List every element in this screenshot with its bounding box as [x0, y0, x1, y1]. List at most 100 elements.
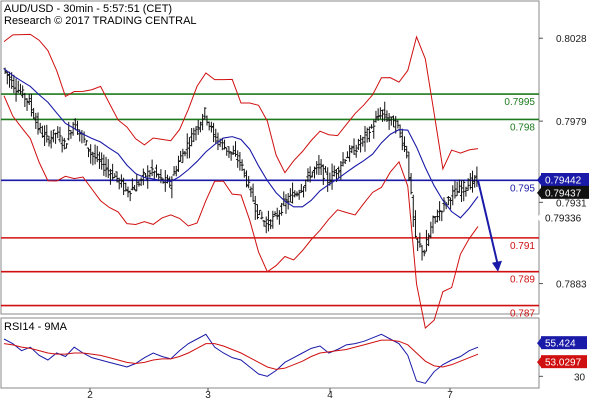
candle	[168, 176, 172, 188]
candle	[7, 71, 12, 88]
candle	[402, 136, 407, 153]
candle	[431, 215, 435, 234]
candle	[179, 150, 183, 162]
candle	[51, 129, 55, 143]
candle	[470, 170, 475, 193]
candle	[407, 151, 411, 182]
candle	[45, 124, 49, 143]
candle	[464, 186, 468, 197]
candle	[249, 186, 253, 198]
candle	[229, 151, 233, 161]
candle	[440, 210, 444, 222]
candle	[315, 161, 319, 175]
candle	[293, 190, 297, 198]
candle	[279, 203, 284, 216]
rsi-line-ma	[3, 339, 479, 370]
candle	[341, 152, 345, 167]
chart-header-line1: AUD/USD - 30min - 5:57:51 (CET)	[4, 3, 172, 15]
rsi-title: RSI14 - 9MA	[4, 321, 68, 333]
candle	[25, 98, 29, 111]
candle	[119, 174, 124, 188]
price-badge-1: 0.79437	[537, 185, 589, 199]
candle	[214, 128, 218, 144]
candle	[459, 180, 464, 202]
level-label-0: 0.7995	[504, 97, 535, 108]
candle	[343, 159, 347, 164]
candle	[150, 159, 154, 177]
candle	[385, 110, 389, 122]
candle	[266, 210, 271, 232]
candle	[137, 180, 141, 187]
main-panel-frame	[0, 0, 540, 315]
candle	[38, 122, 42, 133]
candle	[56, 126, 60, 139]
candle	[97, 151, 102, 169]
candle	[409, 173, 413, 195]
candle	[115, 171, 119, 183]
chart-header-line2: Research © 2017 TRADING CENTRAL	[4, 15, 197, 27]
candle	[422, 249, 426, 257]
candle	[14, 78, 18, 102]
time-tick-0: 2	[87, 390, 93, 400]
ma-line	[3, 68, 479, 219]
candle	[32, 107, 36, 119]
level-label-4: 0.789	[510, 275, 535, 286]
candle	[117, 177, 121, 190]
candle	[91, 151, 95, 166]
candle	[473, 175, 477, 188]
candle	[233, 141, 238, 157]
candle	[121, 177, 126, 196]
candle	[376, 108, 380, 121]
candle	[462, 180, 466, 202]
candle	[130, 178, 134, 191]
candle	[104, 156, 108, 178]
price-tick-0: 0.8028	[556, 34, 587, 45]
candle	[326, 167, 330, 192]
candle	[124, 182, 128, 192]
candle	[84, 140, 88, 146]
candle	[424, 229, 429, 252]
candle	[383, 101, 387, 122]
candle	[231, 145, 235, 155]
candle	[198, 121, 203, 133]
candle	[312, 166, 317, 179]
candle	[176, 155, 181, 173]
candle	[363, 125, 367, 152]
candle	[185, 133, 189, 159]
candle	[126, 186, 130, 198]
candle	[60, 136, 64, 153]
bollinger-bands	[3, 33, 479, 329]
candle	[100, 152, 104, 170]
candle	[192, 127, 196, 142]
candle	[413, 210, 418, 238]
candle	[387, 113, 391, 130]
candle	[95, 145, 99, 163]
candle	[433, 216, 437, 224]
candle	[227, 146, 231, 159]
candle	[174, 165, 178, 177]
candle	[391, 115, 396, 128]
support-resistance-levels: 0.7995 0.798 0.795 0.791 0.789 0.787	[1, 93, 539, 320]
candle	[310, 171, 314, 178]
candle	[455, 181, 459, 197]
candle	[58, 126, 62, 143]
candle	[466, 178, 470, 191]
candle	[308, 166, 312, 183]
candle	[128, 190, 132, 202]
candle	[253, 195, 257, 220]
candle	[18, 83, 23, 95]
candle	[446, 196, 450, 206]
candle	[453, 180, 457, 199]
candle	[437, 201, 442, 221]
candle	[369, 124, 374, 129]
band-upper	[3, 33, 479, 174]
candle	[89, 144, 93, 164]
candle	[306, 168, 310, 182]
candle	[102, 154, 106, 176]
level-label-3: 0.791	[510, 241, 535, 252]
candle	[255, 204, 260, 220]
candle	[372, 119, 376, 139]
forecast-arrow-shaft	[477, 180, 499, 266]
candle	[301, 186, 306, 198]
